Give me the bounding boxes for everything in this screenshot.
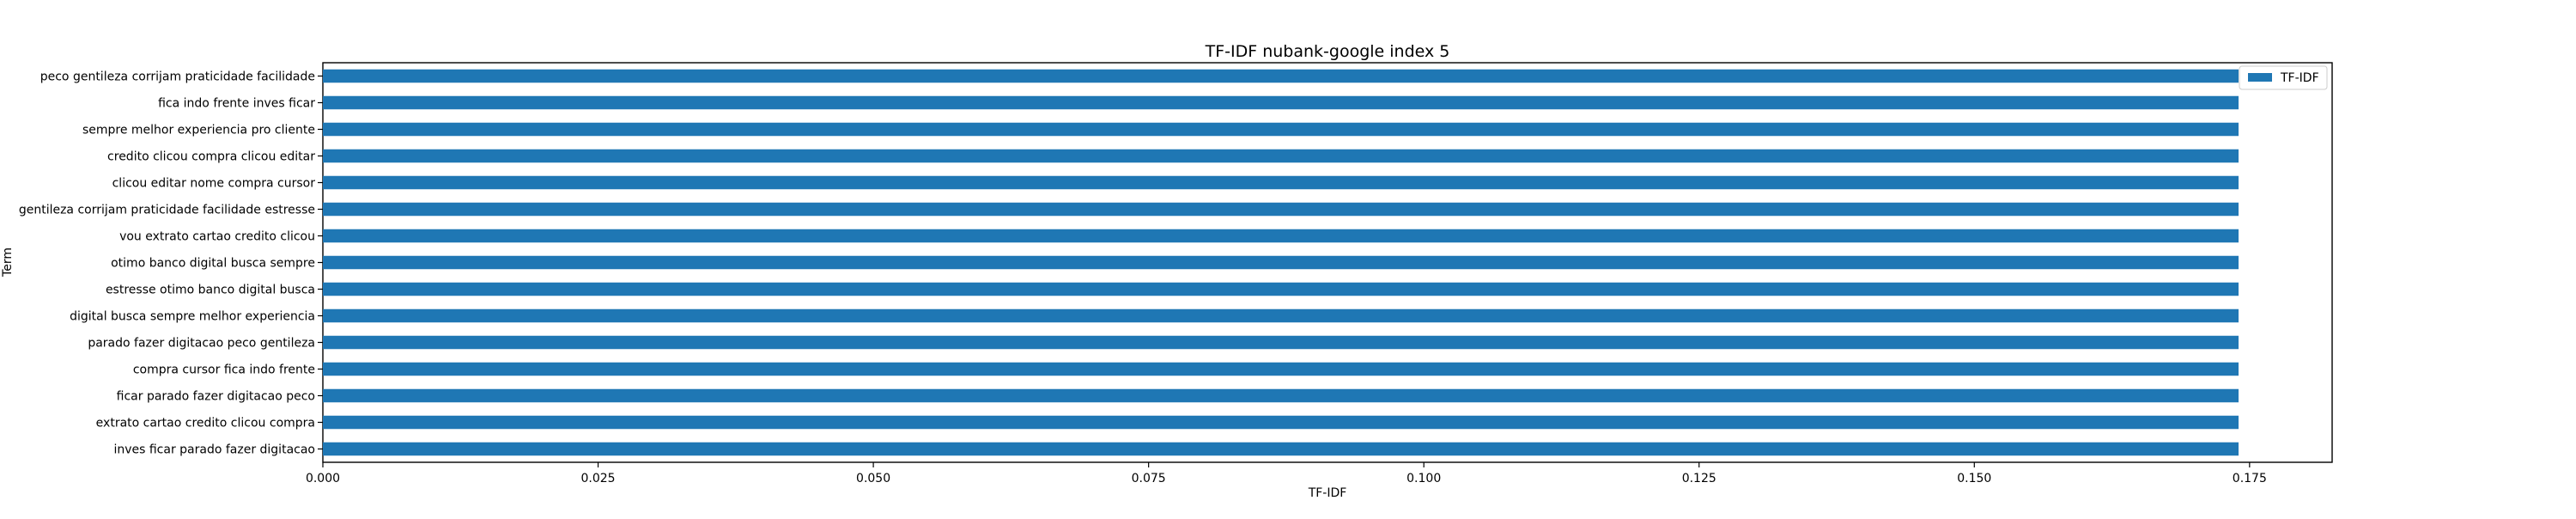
x-tick-label: 0.025 [581,472,616,485]
x-tick-label: 0.075 [1132,472,1166,485]
y-tick-label: extrato cartao credito clicou compra [96,417,315,430]
y-tick-label: fica indo frente inves ficar [158,97,315,111]
bar [323,229,2239,243]
legend-swatch [2248,73,2272,82]
x-tick-label: 0.150 [1957,472,1991,485]
y-tick-label: sempre melhor experiencia pro cliente [82,124,315,137]
bar [323,95,2239,110]
y-tick-label: compra cursor fica indo frente [133,363,315,377]
chart-title: TF-IDF nubank-google index 5 [1205,42,1450,61]
bars-group [323,69,2239,456]
y-tick-label: peco gentileza corrijam praticidade faci… [40,70,315,84]
bar [323,335,2239,350]
x-tick-label: 0.100 [1406,472,1441,485]
y-axis: peco gentileza corrijam praticidade faci… [19,70,323,457]
y-tick-label: gentileza corrijam praticidade facilidad… [19,204,315,217]
x-tick-label: 0.175 [2233,472,2267,485]
y-tick-label: parado fazer digitacao peco gentileza [88,337,315,351]
bar [323,255,2239,270]
bar [323,362,2239,376]
y-tick-label: vou extrato cartao credito clicou [119,230,315,244]
bar [323,149,2239,163]
y-tick-label: estresse otimo banco digital busca [106,284,315,297]
bar [323,122,2239,137]
x-tick-label: 0.050 [856,472,890,485]
x-tick-label: 0.125 [1682,472,1716,485]
x-axis: 0.000 0.025 0.050 0.075 0.100 0.125 0.150 0.175 [306,462,2267,485]
legend-label: TF-IDF [2280,71,2319,85]
legend-box [2239,65,2328,90]
bar [323,282,2239,296]
bar [323,415,2239,430]
bar [323,175,2239,190]
bar [323,442,2239,456]
legend: TF-IDF [2239,65,2328,90]
bar [323,69,2239,83]
bar [323,308,2239,323]
y-tick-label: credito clicou compra clicou editar [107,150,315,164]
bar [323,202,2239,217]
y-axis-label: Term [1,247,15,278]
y-tick-label: otimo banco digital busca sempre [111,257,315,271]
x-tick-label: 0.000 [306,472,340,485]
y-tick-label: clicou editar nome compra cursor [112,177,316,191]
y-tick-label: ficar parado fazer digitacao peco [117,390,315,404]
x-axis-label: TF-IDF [1308,486,1347,500]
y-tick-label: digital busca sempre melhor experiencia [70,310,315,324]
bar [323,388,2239,403]
y-tick-label: inves ficar parado fazer digitacao [113,443,315,457]
